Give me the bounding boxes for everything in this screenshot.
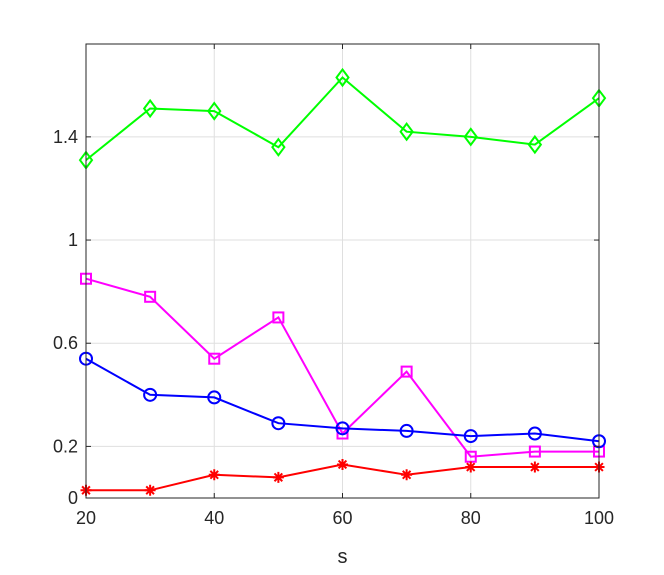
- data-point-square: [400, 365, 413, 378]
- data-point-diamond: [142, 98, 158, 119]
- x-tick-label: 40: [204, 508, 224, 528]
- y-tick-label: 0.6: [53, 333, 78, 353]
- x-tick-label: 100: [584, 508, 614, 528]
- data-point-circle: [527, 426, 542, 441]
- data-point-diamond: [335, 67, 350, 88]
- data-point-diamond: [271, 137, 286, 157]
- y-tick-label: 0.2: [53, 436, 78, 456]
- data-point-square: [144, 290, 157, 303]
- y-tick-label: 1.4: [53, 127, 78, 147]
- series-line: [85, 357, 600, 443]
- data-point-square: [208, 352, 221, 365]
- data-point-circle: [463, 429, 478, 444]
- x-tick-label: 60: [332, 508, 352, 528]
- data-point-circle: [271, 416, 286, 431]
- x-axis-label: s: [338, 546, 348, 568]
- y-tick-label: 1: [68, 230, 78, 250]
- data-point-asterisk: [401, 469, 413, 481]
- y-tick-label: 0: [68, 488, 78, 508]
- data-point-diamond: [463, 127, 478, 147]
- data-point-asterisk: [144, 484, 156, 496]
- series-layer: [78, 67, 607, 496]
- data-point-diamond: [527, 134, 543, 155]
- data-point-square: [528, 445, 541, 458]
- data-point-asterisk: [529, 461, 541, 473]
- data-point-asterisk: [208, 469, 220, 481]
- data-point-circle: [143, 387, 158, 402]
- series-diamond: [78, 67, 607, 170]
- data-point-asterisk: [337, 458, 348, 470]
- data-point-diamond: [399, 122, 414, 142]
- data-point-diamond: [207, 101, 222, 121]
- x-tick-label: 80: [461, 508, 481, 528]
- series-line: [85, 76, 600, 161]
- data-point-circle: [399, 423, 414, 438]
- ticks: 20 40 60 80 100 0 0.2 0.6 1 1.4: [53, 44, 614, 528]
- data-point-circle: [335, 421, 350, 436]
- data-point-circle: [207, 390, 222, 405]
- x-tick-label: 20: [76, 508, 96, 528]
- data-point-asterisk: [465, 461, 477, 473]
- data-point-square: [272, 311, 285, 324]
- data-point-asterisk: [272, 471, 284, 483]
